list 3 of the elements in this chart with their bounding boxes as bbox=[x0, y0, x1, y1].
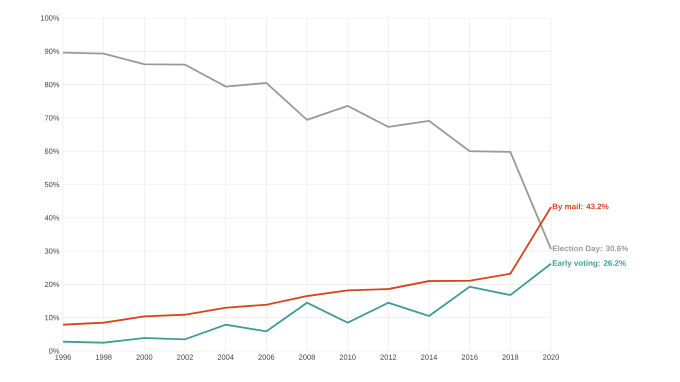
line-series bbox=[62, 52, 552, 250]
line-series bbox=[62, 206, 552, 326]
line-series bbox=[62, 262, 552, 344]
